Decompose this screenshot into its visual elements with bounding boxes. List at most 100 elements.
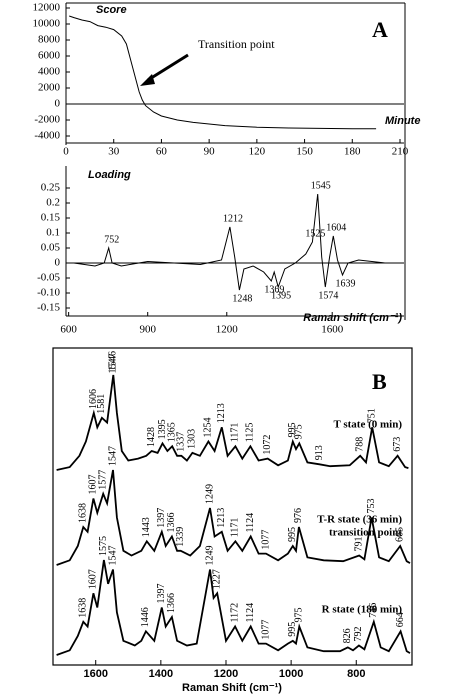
peak-label: 1525 (305, 228, 325, 239)
y-tick-label: 0.1 (46, 227, 60, 239)
peak-label: 1575 (98, 536, 109, 556)
data-line (73, 193, 385, 291)
peak-label: 1254 (203, 418, 214, 438)
peak-label: 1366 (166, 513, 177, 533)
peak-label: 1172 (229, 603, 240, 623)
peak-label: 1547 (107, 546, 118, 566)
panel-label: A (372, 17, 388, 42)
peak-label: 1124 (245, 513, 256, 533)
arrow (147, 53, 189, 82)
peak-label: 1443 (141, 517, 152, 537)
peak-label: 1369 (264, 284, 284, 295)
x-tick-label: 1400 (149, 668, 173, 680)
x-tick-label: 1200 (216, 324, 239, 336)
x-tick-label: 90 (204, 146, 216, 158)
spectrum (56, 559, 411, 656)
x-tick-label: 1200 (214, 668, 238, 680)
y-tick-label: -2000 (34, 114, 60, 126)
peak-label: 1607 (88, 475, 99, 495)
peak-label: 1547 (107, 354, 118, 374)
peak-label: 1397 (156, 508, 167, 528)
x-tick-label: 120 (249, 146, 266, 158)
x-tick-label: 0 (63, 146, 69, 158)
y-tick-label: 4000 (38, 66, 61, 78)
y-axis-title: Score (96, 4, 127, 16)
peak-label: 1638 (78, 503, 89, 523)
spectrum (56, 374, 409, 471)
peak-label: 1249 (204, 484, 215, 504)
peak-label: 995 (287, 622, 298, 637)
peak-label: 1125 (245, 423, 256, 443)
peak-label: 1339 (175, 527, 186, 547)
peak-label: 1249 (204, 546, 215, 566)
series-label: R state (180 min) (322, 604, 403, 616)
data-line (69, 15, 377, 130)
peak-label: 788 (354, 437, 365, 452)
peak-label: 665 (395, 527, 406, 542)
y-tick-label: 0.05 (41, 242, 61, 254)
peak-label: 1303 (187, 429, 198, 449)
y-tick-label: 6000 (38, 50, 61, 62)
x-axis-title: Raman shift (cm⁻¹) (303, 312, 402, 324)
series-label: T state (0 min) (333, 419, 402, 431)
peak-label: 1213 (216, 403, 227, 423)
x-tick-label: 60 (156, 146, 168, 158)
peak-label: 1395 (271, 290, 291, 301)
peak-label: 1638 (78, 598, 89, 618)
peak-label: 1397 (156, 584, 167, 604)
peak-label: 1072 (262, 435, 273, 455)
peak-label: 1124 (245, 603, 256, 623)
annotation: Transition point (198, 37, 275, 51)
peak-label: 1395 (157, 419, 168, 439)
peak-label: 1212 (223, 213, 243, 224)
peak-label: 1248 (232, 293, 252, 304)
peak-label: 752 (104, 234, 119, 245)
peak-label: 664 (395, 612, 406, 627)
peak-label: 753 (366, 499, 377, 514)
x-tick-label: 180 (344, 146, 361, 158)
peak-label: 1227 (211, 569, 222, 589)
y-tick-label: 12000 (33, 2, 61, 14)
x-axis-title: Raman Shift (cm⁻¹) (182, 682, 282, 694)
y-tick-label: -0.15 (37, 302, 60, 314)
y-tick-label: -4000 (34, 130, 60, 142)
x-axis-title: Minute (385, 115, 420, 127)
peak-label: 1545 (311, 180, 331, 191)
peak-label: 1446 (140, 607, 151, 627)
peak-label: 976 (293, 508, 304, 523)
peak-label: 746 (368, 603, 379, 618)
y-tick-label: 8000 (38, 34, 61, 46)
peak-label: 1337 (176, 432, 187, 452)
x-tick-label: 800 (347, 668, 365, 680)
x-tick-label: 1600 (83, 668, 107, 680)
y-axis-title: Loading (88, 169, 131, 181)
panel-label: B (372, 369, 387, 394)
peak-label: 913 (314, 445, 325, 460)
y-tick-label: 0.25 (41, 182, 61, 194)
peak-label: 1428 (146, 427, 157, 447)
peak-label: 975 (294, 424, 305, 439)
peak-label: 1171 (230, 423, 241, 443)
peak-label: 1607 (88, 569, 99, 589)
peak-label: 673 (392, 437, 403, 452)
peak-label: 751 (367, 408, 378, 423)
peak-label: 1574 (318, 290, 338, 301)
peak-label: 791 (353, 537, 364, 552)
peak-label: 975 (294, 608, 305, 623)
y-tick-label: -0.05 (37, 272, 60, 284)
y-tick-label: 2000 (38, 82, 61, 94)
y-tick-label: 0 (55, 98, 61, 110)
y-tick-label: 0.15 (41, 212, 61, 224)
peak-label: 1366 (166, 593, 177, 613)
peak-label: 1546 (108, 351, 119, 371)
peak-label: 1639 (335, 278, 355, 289)
peak-label: 1547 (107, 446, 118, 466)
peak-label: 1365 (167, 422, 178, 442)
y-tick-label: -0.10 (37, 287, 60, 299)
arrow-head (140, 74, 155, 86)
peak-label: 826 (342, 628, 353, 643)
y-tick-label: 10000 (33, 18, 61, 30)
y-tick-label: 0 (55, 257, 61, 269)
x-tick-label: 150 (296, 146, 313, 158)
